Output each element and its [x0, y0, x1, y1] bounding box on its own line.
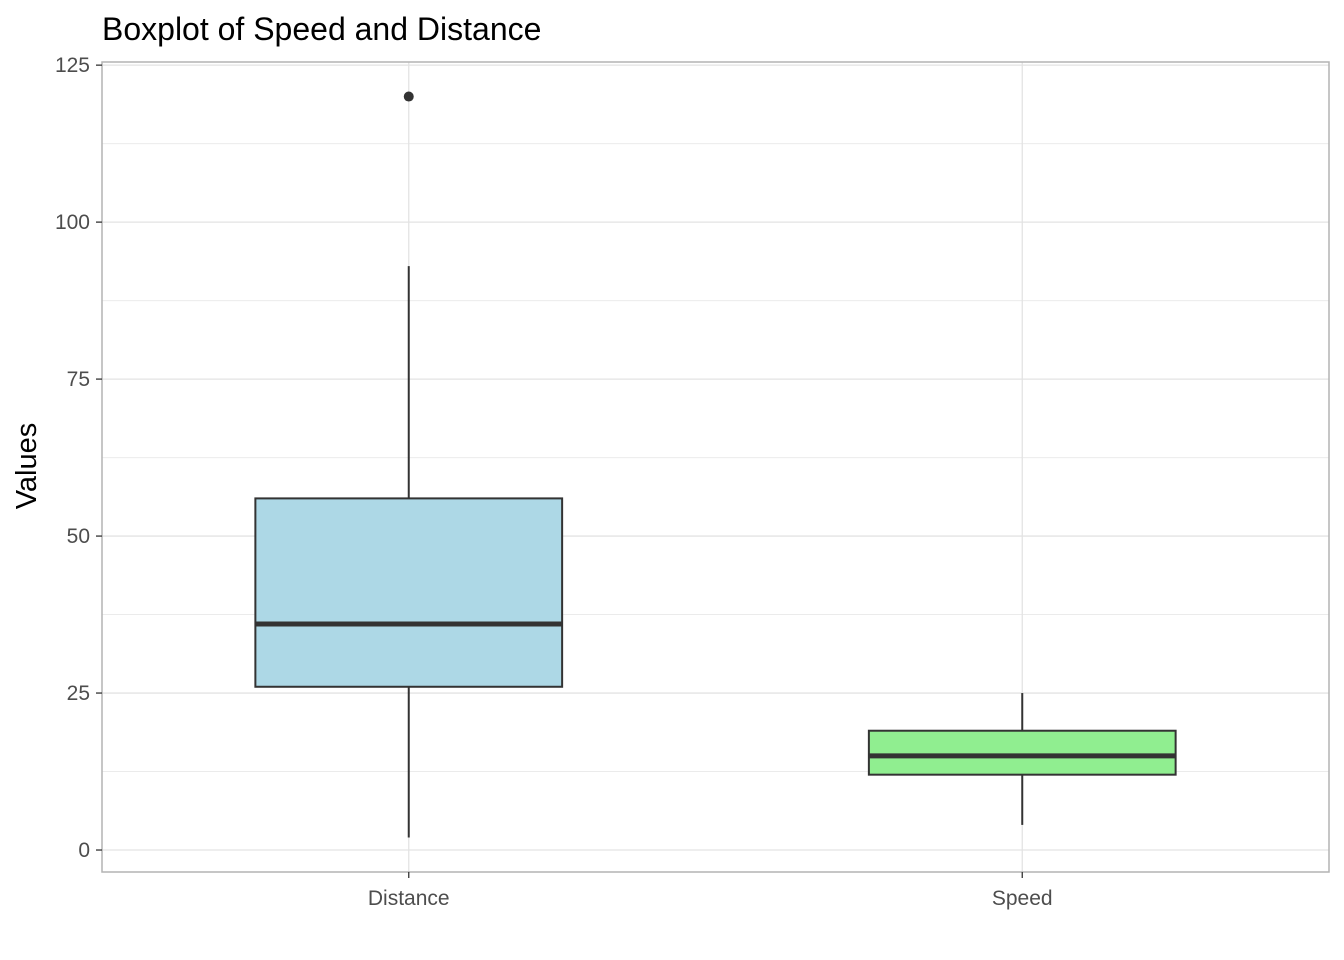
y-axis-title: Values [11, 423, 43, 510]
x-tick-label: Distance [368, 887, 450, 910]
x-tick-label: Speed [992, 887, 1053, 910]
panel-border [101, 61, 1330, 873]
plot-panel: 0 25 50 75 100 125 Distance Speed [55, 54, 1330, 910]
box-iqr [254, 497, 564, 688]
y-tick-label: 75 [67, 368, 90, 391]
y-tick-label: 0 [78, 839, 90, 862]
outlier-point [403, 91, 414, 102]
y-tick-label: 125 [55, 54, 90, 77]
y-tick-label: 50 [67, 525, 90, 548]
box-iqr [867, 729, 1177, 776]
y-tick-label: 100 [55, 211, 90, 234]
chart-title: Boxplot of Speed and Distance [102, 11, 541, 47]
y-tick-label: 25 [67, 682, 90, 705]
